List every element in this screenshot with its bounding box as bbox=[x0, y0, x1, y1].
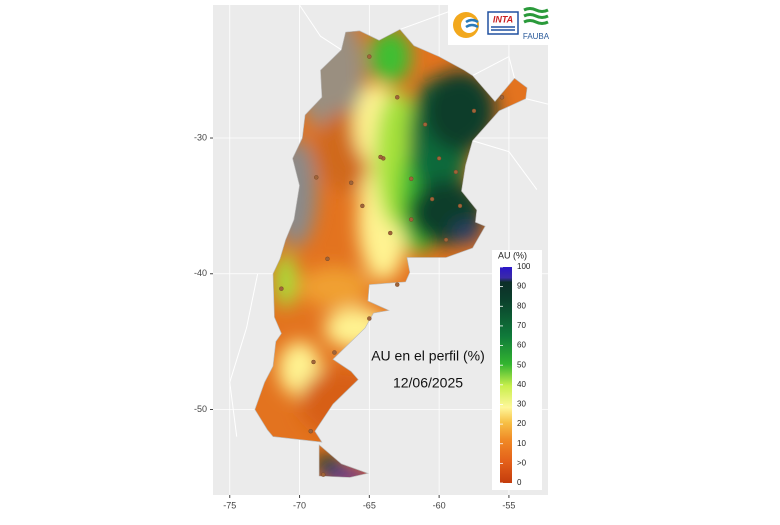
station-dot bbox=[332, 350, 337, 355]
station-dot bbox=[395, 95, 400, 100]
legend-label: 60 bbox=[517, 341, 526, 350]
station-dot bbox=[436, 156, 442, 161]
station-dot bbox=[314, 175, 319, 180]
legend-label: 30 bbox=[517, 400, 526, 409]
legend-label: 20 bbox=[517, 419, 526, 428]
legend-label: 0 bbox=[517, 478, 522, 487]
station-dot bbox=[443, 237, 449, 243]
y-tick-label: -30 bbox=[194, 132, 207, 142]
logos: INTA FAUBA bbox=[448, 5, 552, 45]
legend-label: 90 bbox=[517, 282, 526, 291]
x-tick-label: -55 bbox=[502, 500, 515, 510]
station-dot bbox=[360, 203, 365, 209]
moisture-zone bbox=[423, 70, 497, 152]
country-outline bbox=[254, 29, 528, 478]
logo-fauba: FAUBA bbox=[523, 32, 550, 41]
colorbar bbox=[500, 267, 512, 483]
logo-inta: INTA bbox=[493, 14, 513, 24]
map-date: 12/06/2025 bbox=[393, 375, 463, 391]
station-dot bbox=[325, 256, 330, 262]
moisture-zone bbox=[453, 222, 482, 244]
station-dot bbox=[422, 122, 428, 127]
moisture-zone bbox=[369, 29, 412, 84]
station-dot bbox=[321, 472, 326, 477]
station-dot bbox=[308, 429, 313, 434]
station-dot bbox=[378, 154, 383, 160]
station-dot bbox=[409, 217, 414, 222]
station-dot bbox=[388, 230, 393, 236]
station-dot bbox=[409, 176, 414, 181]
legend-label: 10 bbox=[517, 439, 526, 448]
neighbor-border bbox=[472, 140, 538, 190]
map-annotation: AU en el perfil (%) bbox=[371, 348, 485, 364]
legend-label: 80 bbox=[517, 301, 526, 310]
station-dot bbox=[429, 196, 435, 202]
station-dot bbox=[499, 95, 505, 100]
legend-label: 40 bbox=[517, 380, 526, 389]
moisture-zone bbox=[313, 454, 342, 474]
station-dot bbox=[395, 282, 400, 287]
station-dot bbox=[471, 108, 477, 114]
neighbor-border bbox=[472, 55, 515, 79]
station-dot bbox=[311, 359, 316, 365]
legend-title: AU (%) bbox=[498, 250, 527, 260]
neighbor-border bbox=[229, 273, 259, 437]
legend-label: 50 bbox=[517, 360, 526, 369]
moisture-zone bbox=[274, 253, 297, 308]
x-tick-label: -60 bbox=[433, 500, 446, 510]
y-tick-label: -50 bbox=[194, 404, 207, 414]
station-dot bbox=[457, 203, 463, 209]
x-tick-label: -65 bbox=[363, 500, 376, 510]
neighbor-border bbox=[525, 98, 549, 105]
moisture-zone bbox=[324, 469, 373, 478]
station-dot bbox=[367, 54, 372, 59]
legend-label: >0 bbox=[517, 458, 527, 467]
y-tick-label: -40 bbox=[194, 268, 207, 278]
legend-label: 70 bbox=[517, 321, 526, 330]
x-tick-label: -70 bbox=[293, 500, 306, 510]
station-dot bbox=[348, 180, 354, 186]
legend-label: 100 bbox=[517, 262, 531, 271]
station-dot bbox=[453, 169, 459, 175]
station-dot bbox=[279, 286, 284, 291]
x-tick-label: -75 bbox=[223, 500, 236, 510]
station-dot bbox=[367, 316, 372, 321]
moisture-zone bbox=[299, 266, 370, 308]
neighbor-border bbox=[299, 4, 342, 51]
